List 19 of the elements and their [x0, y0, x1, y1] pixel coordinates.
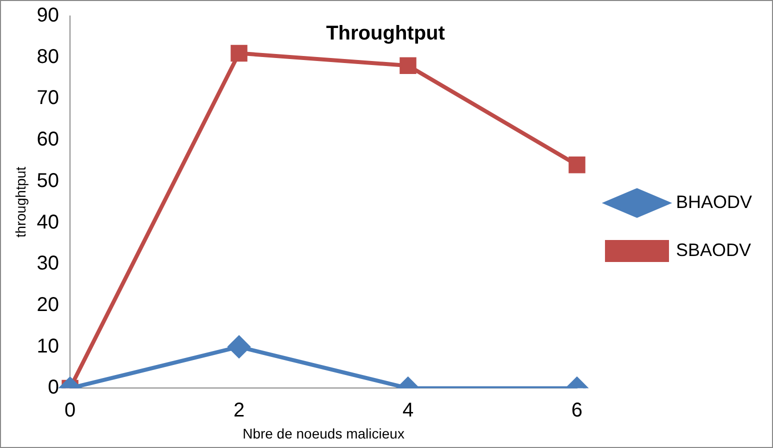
- legend-label: BHAODV: [676, 192, 752, 212]
- legend-label: SBAODV: [676, 240, 752, 260]
- y-tick-label: 40: [36, 211, 60, 234]
- y-tick-label: 70: [36, 87, 60, 110]
- chart-title: Throughtput: [326, 22, 446, 45]
- y-tick-label: 10: [36, 335, 60, 358]
- x-tick-label: 2: [233, 400, 245, 422]
- y-tick-label: 20: [36, 294, 60, 316]
- x-axis-title: Nbre de noeuds malicieux: [242, 425, 404, 442]
- y-tick-label: 0: [48, 376, 60, 399]
- y-tick-label: 50: [36, 170, 60, 192]
- y-tick-label: 80: [36, 46, 60, 68]
- x-tick-label: 4: [402, 400, 414, 422]
- x-tick-label: 6: [571, 400, 583, 422]
- y-tick-label: 30: [36, 252, 60, 275]
- x-tick-label: 0: [64, 400, 76, 422]
- y-tick-label: 60: [36, 128, 60, 151]
- y-axis-title: throughtput: [12, 166, 28, 238]
- y-tick-label: 90: [36, 4, 60, 27]
